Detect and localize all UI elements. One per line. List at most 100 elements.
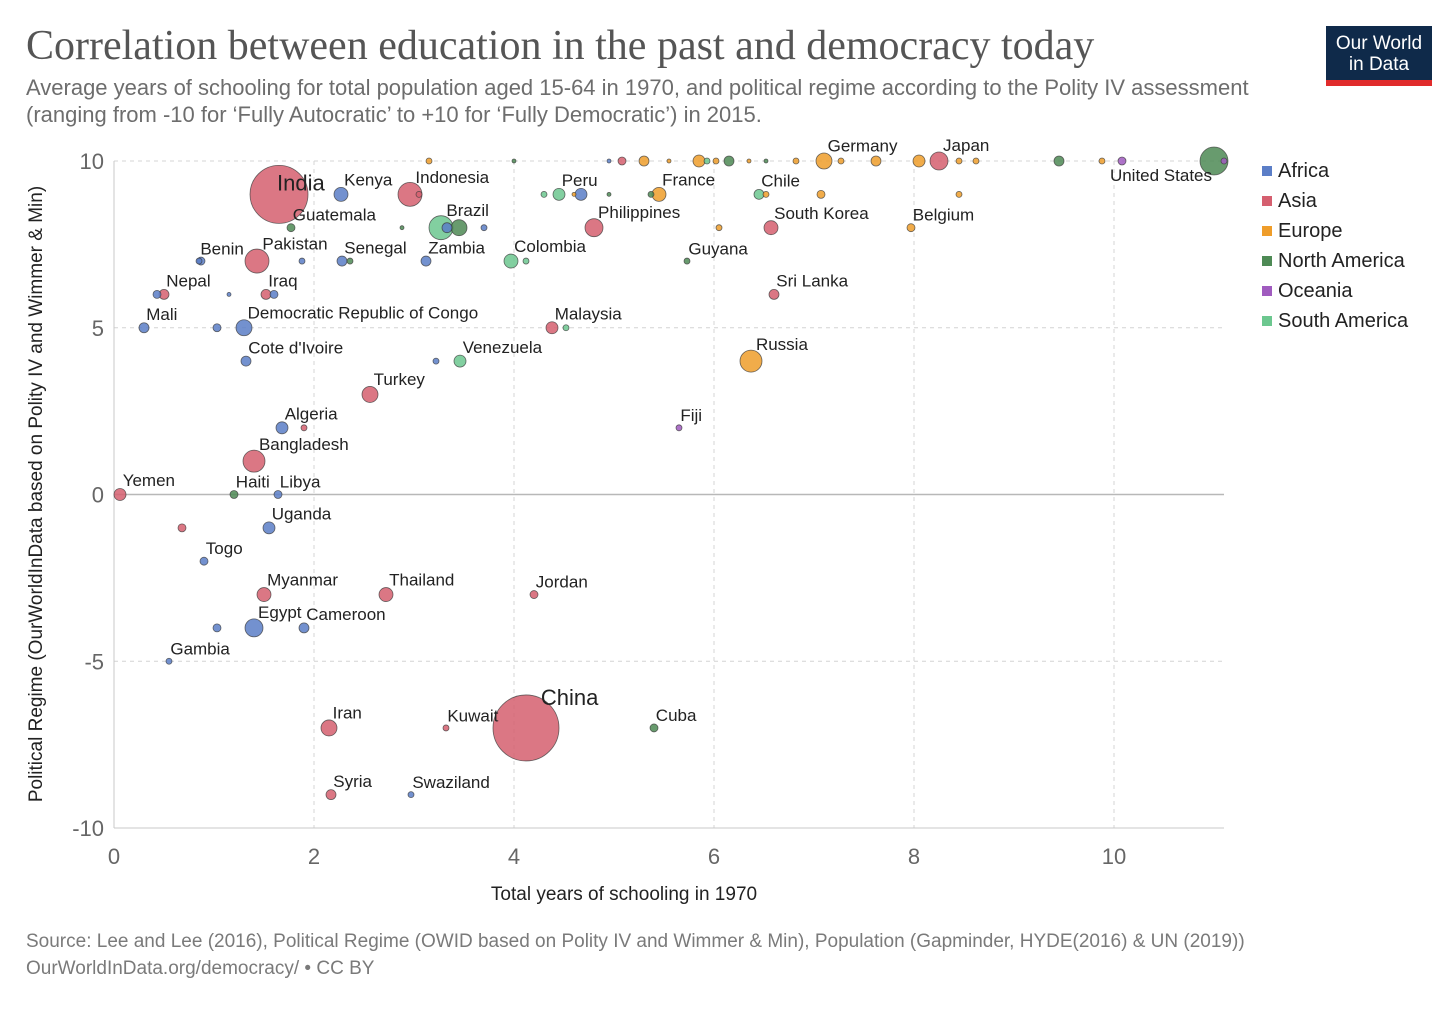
data-point[interactable] — [816, 189, 826, 199]
data-point-iraq[interactable] — [260, 288, 272, 300]
data-point[interactable] — [1053, 155, 1065, 167]
data-point[interactable] — [647, 190, 655, 198]
data-point-togo[interactable] — [199, 556, 209, 566]
data-point[interactable] — [762, 190, 770, 198]
data-point-russia[interactable] — [739, 349, 763, 373]
data-point[interactable] — [522, 257, 530, 265]
data-point[interactable] — [571, 191, 577, 197]
source-url[interactable]: OurWorldInData.org/democracy/ • CC BY — [26, 958, 375, 979]
data-point-syria[interactable] — [325, 789, 337, 801]
data-point-myanmar[interactable] — [256, 587, 272, 602]
owid-logo[interactable]: Our World in Data — [1326, 26, 1432, 86]
data-point-cuba[interactable] — [649, 723, 659, 733]
data-point[interactable] — [1220, 157, 1228, 165]
data-point-swaziland[interactable] — [407, 791, 415, 799]
data-point[interactable] — [298, 257, 306, 265]
data-point[interactable] — [870, 155, 882, 167]
data-point-thailand[interactable] — [378, 587, 394, 602]
data-point[interactable] — [574, 187, 588, 201]
data-point[interactable] — [399, 225, 405, 231]
data-point[interactable] — [540, 190, 548, 198]
data-point-india[interactable] — [249, 164, 309, 224]
data-point-bangladesh[interactable] — [242, 449, 266, 473]
data-point-jordan[interactable] — [529, 590, 539, 599]
data-point[interactable] — [1117, 156, 1127, 166]
data-point-democratic-republic-of-congo[interactable] — [235, 319, 253, 337]
data-point-uganda[interactable] — [262, 521, 276, 535]
data-point[interactable] — [746, 158, 752, 164]
data-point-venezuela[interactable] — [453, 354, 467, 368]
data-point[interactable] — [425, 157, 433, 165]
data-point-libya[interactable] — [273, 490, 283, 499]
data-point-sri-lanka[interactable] — [768, 288, 780, 300]
data-point-cote-d-ivoire[interactable] — [240, 355, 252, 367]
data-point[interactable] — [432, 357, 440, 365]
data-point-peru[interactable] — [552, 187, 566, 201]
data-point[interactable] — [606, 158, 612, 164]
data-point[interactable] — [912, 154, 926, 168]
data-point-chile[interactable] — [753, 188, 765, 200]
data-point-malaysia[interactable] — [545, 321, 559, 335]
data-point-germany[interactable] — [815, 152, 833, 170]
data-point[interactable] — [712, 157, 720, 165]
data-point[interactable] — [792, 157, 800, 165]
data-point-china[interactable] — [492, 694, 560, 762]
data-point-iran[interactable] — [320, 719, 338, 737]
data-point-kuwait[interactable] — [442, 724, 450, 732]
data-point-kenya[interactable] — [333, 186, 349, 202]
data-point[interactable] — [972, 157, 980, 165]
data-point[interactable] — [955, 157, 963, 165]
data-point-zambia[interactable] — [420, 255, 432, 267]
data-point[interactable] — [212, 323, 222, 333]
data-point-guyana[interactable] — [683, 257, 691, 265]
data-point[interactable] — [617, 156, 627, 166]
point-label: Zambia — [428, 238, 485, 257]
data-point[interactable] — [300, 424, 308, 432]
data-point[interactable] — [666, 158, 672, 164]
data-point[interactable] — [703, 157, 711, 165]
data-point[interactable] — [226, 291, 232, 297]
data-point-senegal[interactable] — [336, 255, 348, 267]
data-point[interactable] — [638, 155, 650, 167]
data-point-pakistan[interactable] — [244, 248, 270, 274]
data-point[interactable] — [837, 157, 845, 165]
data-point-japan[interactable] — [929, 151, 949, 171]
data-point-benin[interactable] — [195, 257, 203, 265]
data-point[interactable] — [715, 224, 723, 232]
data-point[interactable] — [450, 219, 468, 237]
data-point-cameroon[interactable] — [298, 622, 310, 634]
data-point-guatemala[interactable] — [286, 223, 296, 233]
data-point[interactable] — [212, 623, 222, 633]
data-point[interactable] — [1098, 157, 1106, 165]
data-point[interactable] — [955, 190, 963, 198]
data-point-turkey[interactable] — [361, 386, 379, 403]
data-point-fiji[interactable] — [675, 424, 683, 432]
data-point[interactable] — [480, 224, 488, 232]
data-point-united-states[interactable] — [1199, 146, 1229, 176]
data-point[interactable] — [441, 222, 453, 234]
data-point[interactable] — [269, 289, 279, 299]
data-point[interactable] — [346, 257, 354, 265]
data-point[interactable] — [177, 523, 187, 533]
data-point-gambia[interactable] — [165, 657, 173, 665]
data-point[interactable] — [606, 191, 612, 197]
legend-swatch — [1262, 196, 1272, 206]
data-point-south-korea[interactable] — [763, 220, 779, 236]
data-point-mali[interactable] — [138, 322, 150, 334]
y-tick-label: 0 — [92, 483, 104, 508]
data-point[interactable] — [152, 289, 162, 299]
point-label: Cuba — [656, 706, 697, 725]
data-point-colombia[interactable] — [503, 253, 519, 269]
data-point[interactable] — [723, 155, 735, 167]
data-point-belgium[interactable] — [906, 223, 916, 233]
data-point-haiti[interactable] — [229, 490, 239, 499]
data-point-algeria[interactable] — [275, 421, 289, 435]
data-point[interactable] — [511, 158, 517, 164]
data-point[interactable] — [415, 190, 423, 198]
data-point[interactable] — [692, 154, 706, 168]
data-point-philippines[interactable] — [584, 218, 604, 238]
data-point[interactable] — [763, 158, 769, 164]
data-point[interactable] — [562, 324, 570, 332]
data-point-yemen[interactable] — [113, 488, 127, 501]
data-point-egypt[interactable] — [244, 618, 264, 638]
